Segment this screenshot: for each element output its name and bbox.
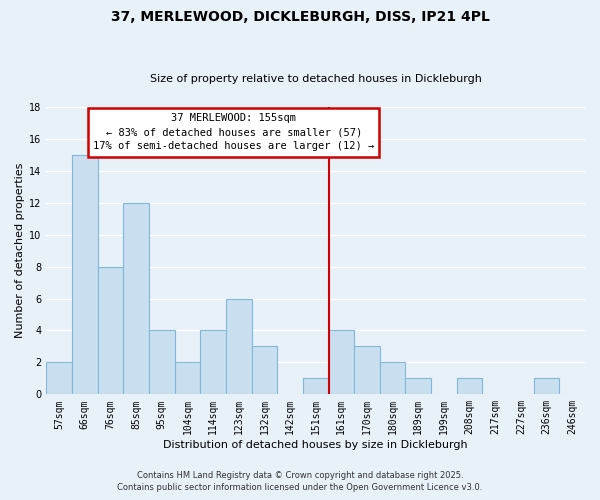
Bar xyxy=(46,362,72,394)
Text: 37, MERLEWOOD, DICKLEBURGH, DISS, IP21 4PL: 37, MERLEWOOD, DICKLEBURGH, DISS, IP21 4… xyxy=(110,10,490,24)
Bar xyxy=(149,330,175,394)
Bar xyxy=(534,378,559,394)
Bar xyxy=(175,362,200,394)
Bar xyxy=(200,330,226,394)
Bar xyxy=(329,330,354,394)
Bar xyxy=(303,378,329,394)
Title: Size of property relative to detached houses in Dickleburgh: Size of property relative to detached ho… xyxy=(150,74,482,84)
Bar xyxy=(226,298,251,394)
Bar xyxy=(251,346,277,395)
Text: 37 MERLEWOOD: 155sqm
← 83% of detached houses are smaller (57)
17% of semi-detac: 37 MERLEWOOD: 155sqm ← 83% of detached h… xyxy=(93,114,374,152)
Bar xyxy=(72,155,98,394)
Bar xyxy=(98,266,124,394)
X-axis label: Distribution of detached houses by size in Dickleburgh: Distribution of detached houses by size … xyxy=(163,440,468,450)
Y-axis label: Number of detached properties: Number of detached properties xyxy=(15,163,25,338)
Bar xyxy=(124,203,149,394)
Bar xyxy=(406,378,431,394)
Bar xyxy=(457,378,482,394)
Text: Contains HM Land Registry data © Crown copyright and database right 2025.
Contai: Contains HM Land Registry data © Crown c… xyxy=(118,471,482,492)
Bar xyxy=(354,346,380,395)
Bar xyxy=(380,362,406,394)
